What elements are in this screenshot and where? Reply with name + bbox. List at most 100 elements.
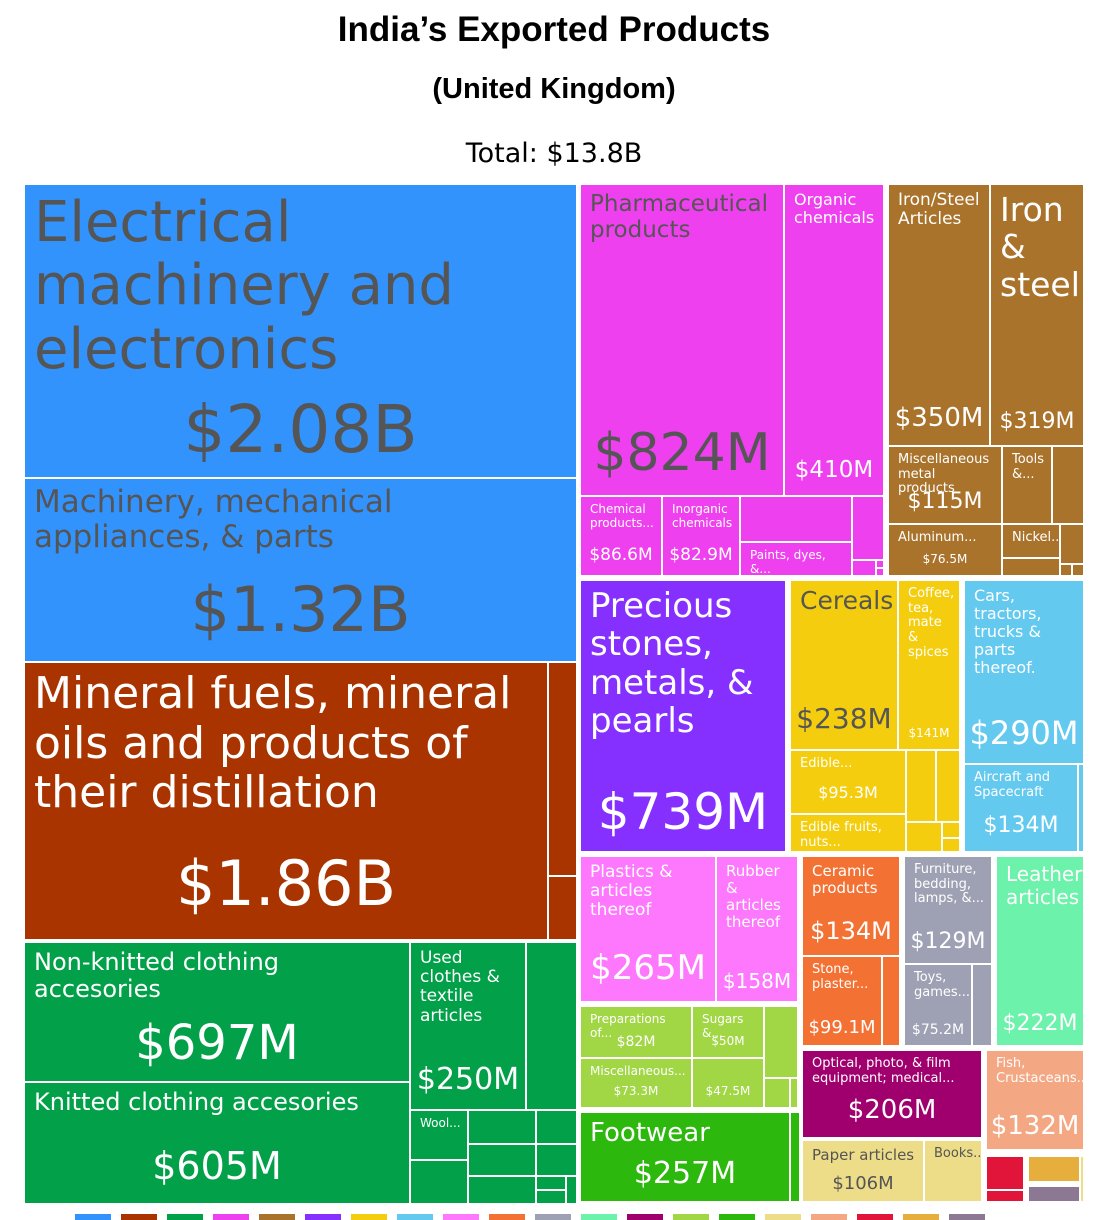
legend-swatch-textiles[interactable]: [167, 1214, 203, 1220]
legend-swatch-footwear-and-headwear[interactable]: [719, 1214, 755, 1220]
tile-vegetable-products-46[interactable]: [937, 751, 959, 821]
tile-paints-dyes[interactable]: Paints, dyes, &...: [741, 543, 851, 575]
tile-chemical-products-25[interactable]: [853, 497, 883, 559]
tile-iron-steel-articles[interactable]: Iron/Steel Articles $350M: [889, 185, 989, 445]
tile-textiles-18[interactable]: [567, 1177, 576, 1203]
tile-metals-38[interactable]: [1061, 565, 1071, 575]
legend-swatch-weapons[interactable]: [903, 1214, 939, 1220]
tile-leather-articles[interactable]: Leather articles $222M: [997, 857, 1083, 1045]
tile-miscellaneous[interactable]: Miscellaneous... $73.3M: [581, 1059, 691, 1107]
tile-edible[interactable]: Edible... $95.3M: [791, 751, 905, 813]
tile-aircraft-and-spacecraft[interactable]: Aircraft and Spacecraft $134M: [965, 765, 1077, 851]
legend-swatch-vegetable-products[interactable]: [351, 1214, 387, 1220]
legend-swatch-precious-metals[interactable]: [305, 1214, 341, 1220]
legend-swatch-animal-hides[interactable]: [581, 1214, 617, 1220]
legend-swatch-wood-products[interactable]: [949, 1214, 985, 1220]
tile-textiles-15[interactable]: [469, 1177, 535, 1203]
tile-textiles-14[interactable]: [537, 1145, 576, 1175]
legend-swatch-stone-and-glass[interactable]: [489, 1214, 525, 1220]
tile-textiles-17[interactable]: [537, 1191, 565, 1203]
tile-paper-goods-79[interactable]: [1081, 1157, 1083, 1201]
tile-precious-stones-metals-pearls[interactable]: Precious stones, metals, & pearls $739M: [581, 581, 785, 851]
tile-foodstuffs-68[interactable]: [791, 1079, 797, 1107]
legend-swatch-transportation[interactable]: [397, 1214, 433, 1220]
legend-swatch-paper-goods[interactable]: [765, 1214, 801, 1220]
tile-chemical-products-27[interactable]: [877, 561, 883, 567]
tile-ceramic-products[interactable]: Ceramic products $134M: [803, 857, 899, 955]
tile-iron-steel[interactable]: Iron & steel $319M: [991, 185, 1083, 445]
tile-textiles-12[interactable]: [537, 1111, 576, 1143]
tile-stone-plaster[interactable]: Stone, plaster... $99.1M: [803, 957, 881, 1045]
tile-coffee-tea-mate-spices[interactable]: Coffee, tea, mate & spices $141M: [899, 581, 959, 749]
tile-cereals[interactable]: Cereals $238M: [791, 581, 897, 749]
tile-pharmaceutical-products[interactable]: Pharmaceutical products $824M: [581, 185, 783, 495]
legend-swatch-instruments[interactable]: [627, 1214, 663, 1220]
tile-footwear[interactable]: Footwear $257M: [581, 1113, 789, 1201]
tile-edible-fruits-nuts[interactable]: Edible fruits, nuts...: [791, 815, 905, 851]
tile-books[interactable]: Books...: [925, 1141, 981, 1201]
tile-metals-39[interactable]: [1073, 565, 1083, 575]
tile-metals-37[interactable]: [1061, 525, 1083, 563]
tile-wood-products-78[interactable]: [1029, 1187, 1079, 1201]
tile-weapons-77[interactable]: [1029, 1157, 1079, 1181]
tile-metals-33[interactable]: [1053, 447, 1083, 523]
tile-inorganic-chemicals[interactable]: Inorganic chemicals $82.9M: [663, 497, 739, 575]
tile-mineral-fuels-mineral-oils-and-products-of-their-distillation[interactable]: Mineral fuels, mineral oils and products…: [25, 663, 547, 939]
tile-arts-and-antiques-75[interactable]: [987, 1157, 1023, 1189]
tile-non-knitted-clothing-accesories[interactable]: Non-knitted clothing accesories $697M: [25, 943, 409, 1081]
tile-paper-articles[interactable]: Paper articles $106M: [803, 1141, 923, 1201]
legend-swatch-animal-products[interactable]: [811, 1214, 847, 1220]
tile-chemical-products-26[interactable]: [853, 561, 875, 575]
tile-foodstuffs-66[interactable]: [765, 1007, 797, 1077]
tile-wool[interactable]: Wool...: [411, 1111, 467, 1159]
tile-tools[interactable]: Tools &...: [1003, 447, 1051, 523]
tile-foodstuffs-67[interactable]: [765, 1079, 789, 1107]
tile-electrical-machinery-and-electronics[interactable]: Electrical machinery and electronics $2.0…: [25, 185, 576, 477]
tile-footwear-and-headwear-70[interactable]: [791, 1113, 799, 1201]
tile-furniture-bedding-lamps[interactable]: Furniture, bedding, lamps, &... $129M: [905, 857, 991, 963]
tile-miscellaneous-metal-products[interactable]: Miscellaneous metal products $115M: [889, 447, 1001, 523]
tile-mineral-products-4[interactable]: [549, 877, 576, 939]
tile-vegetable-products-47[interactable]: [907, 823, 941, 851]
tile-aluminum[interactable]: Aluminum... $76.5M: [889, 525, 1001, 575]
legend-swatch-chemical-products[interactable]: [213, 1214, 249, 1220]
tile-chemical-products[interactable]: Chemical products... $86.6M: [581, 497, 661, 575]
tile-textiles-8[interactable]: [527, 943, 576, 1109]
tile-stone-and-glass-57[interactable]: [883, 957, 899, 1045]
tile-arts-and-antiques-76[interactable]: [987, 1191, 1023, 1201]
tile-sugars[interactable]: Sugars &... $50M: [693, 1007, 763, 1057]
tile-metals-36[interactable]: [1003, 559, 1059, 575]
tile-optical-photo-film-equipment-medical[interactable]: Optical, photo, & film equipment; medica…: [803, 1051, 981, 1137]
tile-vegetable-products-45[interactable]: [907, 751, 935, 821]
tile-foodstuffs-65[interactable]: $47.5M: [693, 1059, 763, 1107]
tile-preparations-of[interactable]: Preparations of... $82M: [581, 1007, 691, 1057]
tile-mineral-products-3[interactable]: [549, 663, 576, 875]
tile-chemical-products-28[interactable]: [877, 569, 883, 575]
tile-knitted-clothing-accesories[interactable]: Knitted clothing accesories $605M: [25, 1083, 409, 1203]
tile-nickel[interactable]: Nickel...: [1003, 525, 1059, 557]
tile-fish-crustaceans[interactable]: Fish, Crustaceans... $132M: [987, 1051, 1083, 1149]
tile-plastics-articles-thereof[interactable]: Plastics & articles thereof $265M: [581, 857, 715, 1001]
legend-swatch-foodstuffs[interactable]: [673, 1214, 709, 1220]
tile-transportation-52[interactable]: [1079, 765, 1083, 851]
tile-toys-games[interactable]: Toys, games... $75.2M: [905, 965, 971, 1045]
tile-chemical-products-23[interactable]: [741, 497, 851, 541]
legend-swatch-metals[interactable]: [259, 1214, 295, 1220]
tile-textiles-11[interactable]: [469, 1111, 535, 1143]
legend-swatch-arts-and-antiques[interactable]: [857, 1214, 893, 1220]
legend-swatch-plastics-and-rubbers[interactable]: [443, 1214, 479, 1220]
tile-vegetable-products-48[interactable]: [943, 823, 959, 837]
tile-textiles-10[interactable]: [411, 1161, 467, 1203]
tile-organic-chemicals[interactable]: Organic chemicals $410M: [785, 185, 883, 495]
tile-textiles-16[interactable]: [537, 1177, 565, 1189]
legend-swatch-mineral-products[interactable]: [121, 1214, 157, 1220]
legend-swatch-miscellaneous[interactable]: [535, 1214, 571, 1220]
tile-machinery-mechanical-appliances-parts[interactable]: Machinery, mechanical appliances, & part…: [25, 479, 576, 661]
tile-textiles-13[interactable]: [469, 1145, 535, 1175]
tile-cars-tractors-trucks-parts-thereof[interactable]: Cars, tractors, trucks & parts thereof. $…: [965, 581, 1083, 763]
tile-vegetable-products-49[interactable]: [943, 839, 959, 851]
tile-rubber-articles-thereof[interactable]: Rubber & articles thereof $158M: [717, 857, 797, 1001]
legend-swatch-machinery[interactable]: [75, 1214, 111, 1220]
tile-used-clothes-textile-articles[interactable]: Used clothes & textile articles $250M: [411, 943, 525, 1109]
tile-miscellaneous-60[interactable]: [973, 965, 991, 1045]
